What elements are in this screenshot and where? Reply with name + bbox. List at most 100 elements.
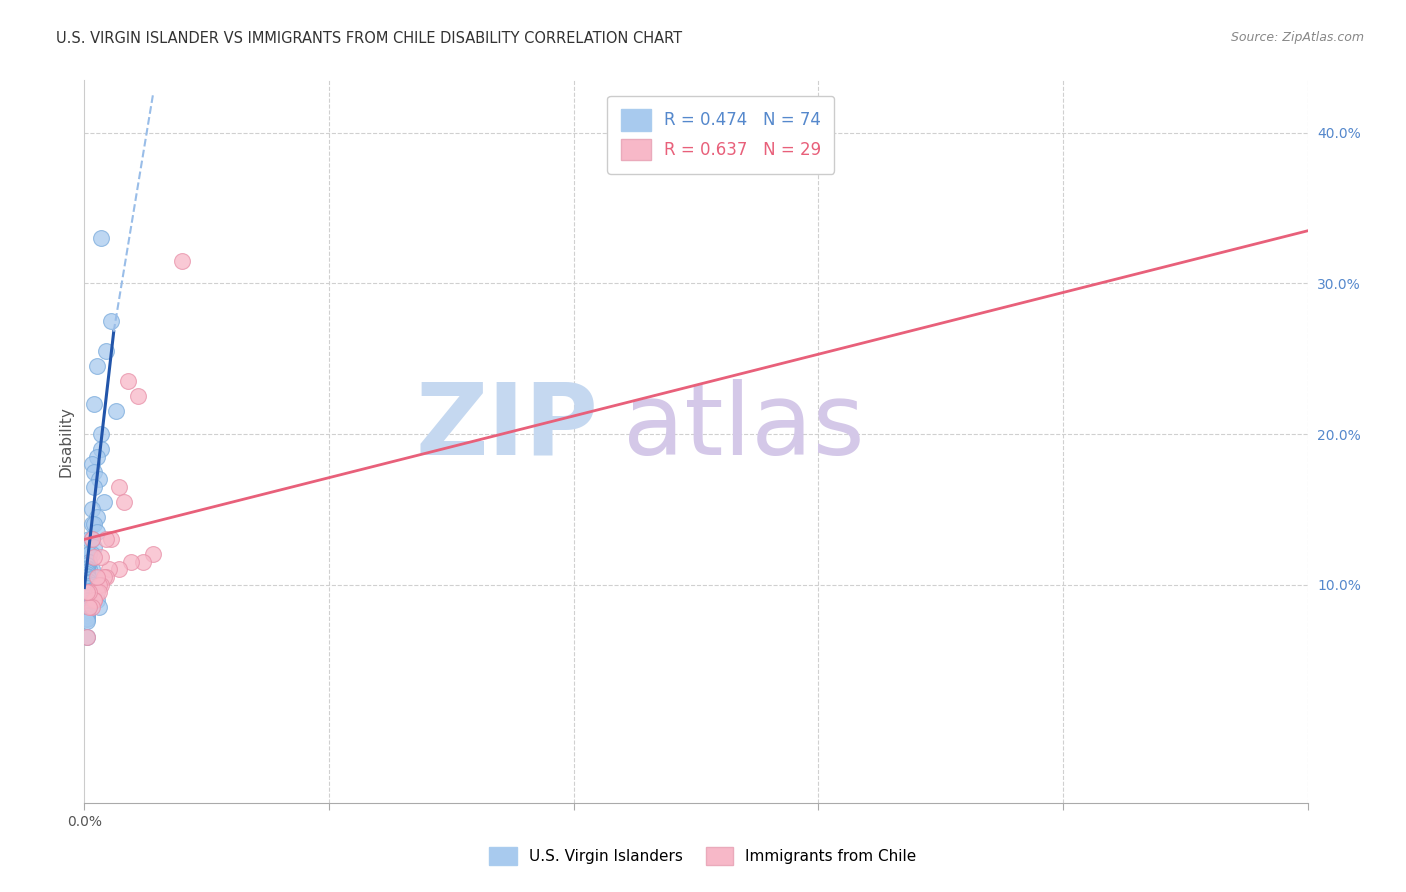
Point bbox=[76, 606, 98, 620]
Point bbox=[80, 548, 103, 562]
Point bbox=[80, 457, 103, 471]
Point bbox=[83, 570, 105, 584]
Y-axis label: Disability: Disability bbox=[58, 406, 73, 477]
Point bbox=[76, 573, 98, 587]
Point bbox=[80, 585, 103, 599]
Point bbox=[97, 562, 120, 576]
Point bbox=[83, 592, 105, 607]
Point bbox=[86, 592, 108, 607]
Point bbox=[86, 509, 108, 524]
Point bbox=[87, 600, 110, 615]
Point bbox=[120, 555, 142, 569]
Text: U.S. VIRGIN ISLANDER VS IMMIGRANTS FROM CHILE DISABILITY CORRELATION CHART: U.S. VIRGIN ISLANDER VS IMMIGRANTS FROM … bbox=[56, 31, 682, 46]
Point bbox=[90, 231, 112, 245]
Point bbox=[77, 585, 100, 599]
Point bbox=[76, 603, 98, 617]
Point bbox=[86, 524, 108, 539]
Point bbox=[83, 550, 105, 565]
Point bbox=[83, 517, 105, 532]
Point bbox=[77, 555, 100, 569]
Point bbox=[77, 562, 100, 576]
Point bbox=[76, 609, 98, 624]
Point bbox=[80, 517, 103, 532]
Point bbox=[77, 574, 100, 589]
Point bbox=[107, 480, 129, 494]
Point bbox=[76, 612, 98, 626]
Text: atlas: atlas bbox=[623, 378, 865, 475]
Point bbox=[80, 585, 103, 599]
Point bbox=[96, 533, 118, 547]
Point bbox=[90, 442, 112, 456]
Point bbox=[76, 610, 98, 624]
Point bbox=[142, 548, 165, 562]
Point bbox=[80, 577, 103, 591]
Point bbox=[76, 570, 98, 584]
Point bbox=[80, 562, 103, 576]
Point bbox=[76, 592, 98, 607]
Point bbox=[90, 427, 112, 442]
Point bbox=[76, 570, 98, 584]
Point bbox=[93, 494, 115, 508]
Point bbox=[87, 577, 110, 591]
Point bbox=[86, 570, 108, 584]
Point bbox=[93, 570, 115, 584]
Point bbox=[77, 572, 100, 586]
Point bbox=[107, 562, 129, 576]
Point bbox=[90, 577, 112, 591]
Point bbox=[76, 568, 98, 582]
Point bbox=[100, 533, 122, 547]
Point bbox=[96, 344, 118, 359]
Point bbox=[76, 590, 98, 604]
Point bbox=[77, 597, 100, 611]
Point bbox=[76, 596, 98, 610]
Point bbox=[76, 630, 98, 644]
Point bbox=[117, 375, 139, 389]
Point bbox=[76, 567, 98, 582]
Point bbox=[100, 314, 122, 328]
Point bbox=[76, 594, 98, 608]
Point bbox=[77, 579, 100, 593]
Point bbox=[77, 555, 100, 569]
Point bbox=[86, 450, 108, 464]
Point bbox=[90, 550, 112, 565]
Point bbox=[86, 585, 108, 599]
Point bbox=[76, 586, 98, 600]
Point bbox=[132, 555, 155, 569]
Point bbox=[83, 465, 105, 479]
Point bbox=[77, 577, 100, 591]
Point bbox=[83, 480, 105, 494]
Point bbox=[83, 540, 105, 554]
Point bbox=[77, 588, 100, 602]
Text: ZIP: ZIP bbox=[415, 378, 598, 475]
Point bbox=[77, 533, 100, 547]
Point bbox=[77, 548, 100, 562]
Point bbox=[76, 605, 98, 619]
Point bbox=[80, 502, 103, 516]
Point bbox=[76, 585, 98, 599]
Point bbox=[76, 561, 98, 575]
Legend: U.S. Virgin Islanders, Immigrants from Chile: U.S. Virgin Islanders, Immigrants from C… bbox=[484, 841, 922, 871]
Point bbox=[87, 472, 110, 486]
Point bbox=[76, 576, 98, 591]
Point bbox=[77, 583, 100, 598]
Text: Source: ZipAtlas.com: Source: ZipAtlas.com bbox=[1230, 31, 1364, 45]
Point bbox=[80, 533, 103, 547]
Point bbox=[76, 591, 98, 606]
Point bbox=[76, 581, 98, 595]
Legend: R = 0.474   N = 74, R = 0.637   N = 29: R = 0.474 N = 74, R = 0.637 N = 29 bbox=[607, 95, 834, 174]
Point bbox=[76, 614, 98, 628]
Point bbox=[112, 494, 135, 508]
Point bbox=[83, 592, 105, 607]
Point bbox=[80, 600, 103, 615]
Point bbox=[76, 558, 98, 572]
Point bbox=[105, 404, 128, 418]
Point bbox=[77, 555, 100, 569]
Point bbox=[76, 566, 98, 580]
Point bbox=[76, 564, 98, 578]
Point bbox=[80, 533, 103, 547]
Point bbox=[76, 630, 98, 644]
Point bbox=[127, 389, 149, 403]
Point bbox=[172, 253, 194, 268]
Point bbox=[77, 548, 100, 562]
Point bbox=[96, 570, 118, 584]
